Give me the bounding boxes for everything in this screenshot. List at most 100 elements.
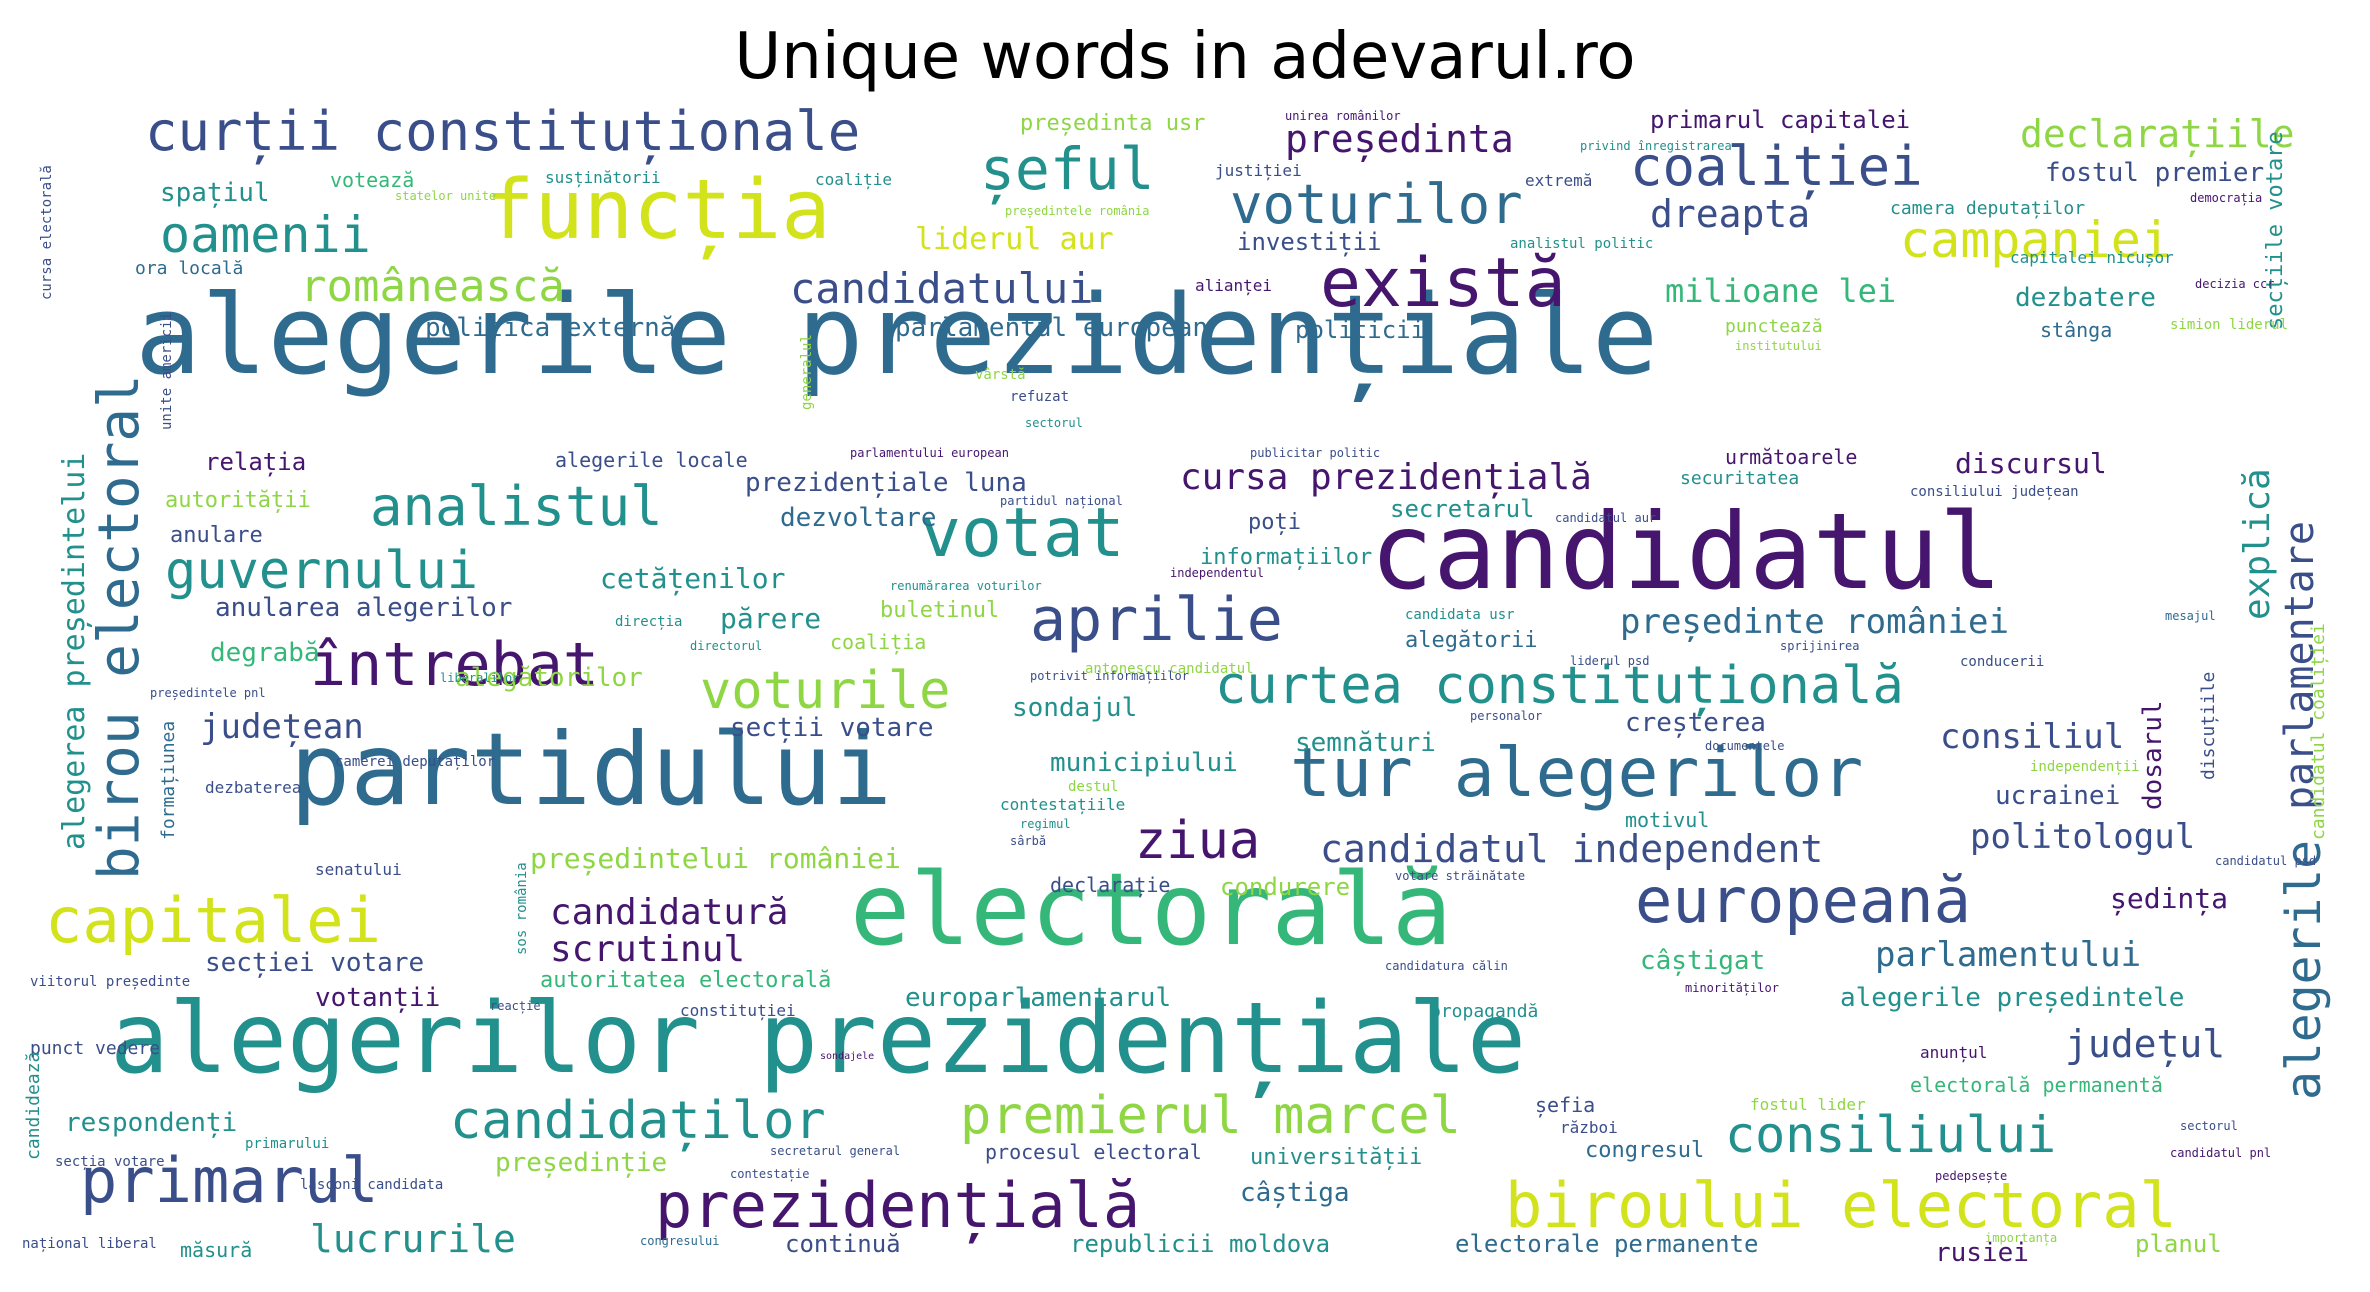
word-146: candidatul coaliției xyxy=(2308,623,2329,840)
word-117: senatului xyxy=(315,860,402,879)
word-119: formațiunea xyxy=(158,720,179,840)
word-77: votanții xyxy=(315,983,441,1013)
word-60: secții votare xyxy=(730,713,934,743)
word-11: coaliției xyxy=(1630,135,1923,198)
word-137: război xyxy=(1560,1118,1618,1137)
word-196: regimul xyxy=(1020,817,1071,831)
word-106: buletinul xyxy=(880,598,1000,623)
word-3: electorală xyxy=(850,851,1453,968)
word-110: motivul xyxy=(1625,808,1710,832)
word-49: județean xyxy=(200,707,364,747)
word-68: fostul premier xyxy=(2045,158,2265,188)
word-10: curții constituționale xyxy=(145,100,861,163)
word-31: alegerile xyxy=(2276,839,2332,1100)
word-cloud: alegerile prezidențiale candidatul partidu… xyxy=(22,96,2348,1271)
word-155: votare străinătate xyxy=(1395,869,1526,883)
word-197: destul xyxy=(1068,779,1119,795)
word-151: personalor xyxy=(1470,709,1543,723)
word-156: candidatura călin xyxy=(1385,959,1508,973)
word-108: condurere xyxy=(1220,873,1351,901)
word-0: alegerile prezidențiale xyxy=(135,271,1659,399)
word-85: continuă xyxy=(785,1230,901,1258)
word-70: investiții xyxy=(1237,228,1382,256)
word-112: următoarele xyxy=(1725,445,1858,469)
word-111: securitatea xyxy=(1680,468,1800,489)
word-7: tur alegerilor xyxy=(1290,734,1864,813)
word-86: republicii moldova xyxy=(1070,1230,1331,1258)
word-159: renumărarea voturilor xyxy=(890,579,1042,593)
word-8: votat xyxy=(920,494,1125,573)
word-98: spațiul xyxy=(160,178,270,208)
word-165: independentul xyxy=(1170,566,1264,580)
word-69: primarul capitalei xyxy=(1650,106,1911,134)
word-175: punctează xyxy=(1725,316,1823,337)
word-180: capitalei nicușor xyxy=(2010,248,2174,267)
word-190: susținătorii xyxy=(545,168,661,187)
word-22: europeană xyxy=(1635,864,1971,937)
word-21: voturile xyxy=(700,661,951,721)
word-50: consiliul xyxy=(1940,717,2125,757)
word-48: explică xyxy=(2237,468,2278,620)
word-162: potrivit informațiilor xyxy=(1030,669,1189,683)
word-152: mesajul xyxy=(2165,609,2216,623)
word-123: național liberal xyxy=(22,1236,157,1252)
word-43: scrutinul xyxy=(550,929,746,970)
word-47: președinte româniei xyxy=(1620,602,2009,642)
word-36: dreapta xyxy=(1650,192,1811,236)
word-187: președinta usr xyxy=(1020,111,1206,136)
word-71: politicii xyxy=(1295,316,1426,344)
word-128: congresului xyxy=(640,1234,720,1248)
word-76: secției votare xyxy=(205,948,425,978)
word-2: partidului xyxy=(290,711,893,828)
word-65: creșterea xyxy=(1625,708,1766,738)
word-120: viitorul președinte xyxy=(30,974,191,990)
word-134: minorităților xyxy=(1685,981,1779,995)
word-18: analistul xyxy=(370,475,663,538)
word-57: cetățenilor xyxy=(600,562,786,595)
word-55: prezidențiale luna xyxy=(745,468,1027,498)
word-90: universității xyxy=(1250,1145,1423,1170)
word-96: anulare xyxy=(170,523,263,548)
word-28: premierul marcel xyxy=(960,1086,1461,1146)
word-5: funcția xyxy=(485,163,831,258)
word-32: românească xyxy=(300,261,565,312)
word-81: alegerile președintele xyxy=(1840,983,2185,1013)
word-181: analistul politic xyxy=(1510,236,1654,252)
word-46: lucrurile xyxy=(310,1217,516,1261)
word-160: direcția xyxy=(615,614,683,630)
word-19: guvernului xyxy=(165,541,479,601)
word-59: anularea alegerilor xyxy=(215,593,513,623)
word-82: respondenți xyxy=(65,1108,238,1138)
word-97: degrabă xyxy=(210,638,320,668)
word-169: președintele pnl xyxy=(150,686,266,700)
word-38: alegerea președintelui xyxy=(57,452,92,850)
word-24: ziua xyxy=(1135,811,1261,871)
word-9: birou electoral xyxy=(87,374,152,880)
word-93: electorală permanentă xyxy=(1910,1073,2163,1097)
word-158: candidatul aur xyxy=(1555,511,1657,525)
word-104: secretarul xyxy=(1390,495,1535,523)
word-73: dosarul xyxy=(2138,700,2168,810)
word-179: camera deputaților xyxy=(1890,198,2086,219)
word-25: prezidențială xyxy=(655,1169,1141,1242)
word-54: parlamentul european xyxy=(895,313,1209,343)
word-124: secția votare xyxy=(55,1154,165,1170)
word-89: planul xyxy=(2135,1230,2222,1258)
word-72: ucrainei xyxy=(1995,781,2121,811)
word-26: biroului electoral xyxy=(1505,1169,2177,1242)
word-166: publicitar politic xyxy=(1250,446,1381,460)
word-100: ora locală xyxy=(135,258,244,279)
word-64: semnături xyxy=(1295,728,1436,758)
word-103: poți xyxy=(1248,510,1301,535)
word-141: candidatul pnl xyxy=(2170,1146,2272,1160)
word-140: importanța xyxy=(1985,1231,2058,1245)
word-130: reacție xyxy=(490,999,541,1013)
word-61: sondajul xyxy=(1012,693,1138,723)
word-88: rusiei xyxy=(1935,1238,2029,1268)
word-176: simion liderul xyxy=(2170,317,2289,333)
word-185: privind înregistrarea xyxy=(1580,139,1732,153)
word-168: liberalilor xyxy=(440,671,520,685)
word-114: stânga xyxy=(2040,318,2113,342)
word-94: relația xyxy=(205,448,307,476)
word-33: candidatului xyxy=(790,264,1094,313)
